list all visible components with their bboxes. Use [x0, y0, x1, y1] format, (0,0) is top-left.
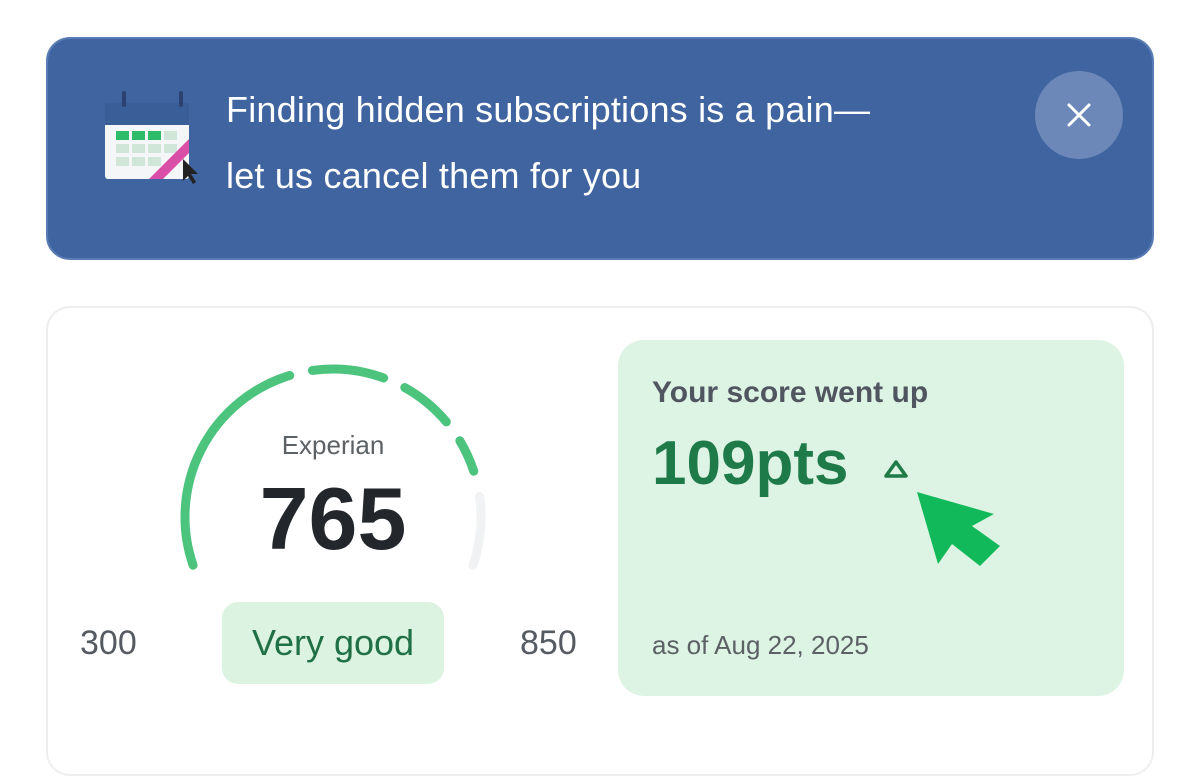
close-button[interactable]: [1035, 71, 1123, 159]
score-min: 300: [80, 624, 137, 662]
promo-banner[interactable]: Finding hidden subscriptions is a pain— …: [46, 37, 1154, 260]
score-change-title: Your score went up: [652, 376, 929, 409]
banner-line-2: let us cancel them for you: [226, 155, 642, 196]
pointer-arrow-icon: [917, 492, 1000, 566]
calendar-cancel-icon: [105, 91, 198, 184]
score-max: 850: [520, 624, 577, 662]
score-change-panel[interactable]: Your score went up 109pts as of Aug 22, …: [618, 340, 1124, 696]
gauge-segment: [180, 370, 295, 570]
banner-line-1: Finding hidden subscriptions is a pain—: [226, 89, 871, 130]
gauge-segment: [400, 383, 451, 427]
rating-badge: Very good: [222, 602, 444, 684]
score-change-value: 109pts: [652, 429, 849, 498]
bureau-label: Experian: [281, 430, 385, 460]
close-icon: [1067, 103, 1091, 127]
gauge-segment: [307, 364, 389, 383]
gauge-segment: [455, 436, 479, 476]
triangle-up-icon: [884, 460, 908, 478]
as-of-date: as of Aug 22, 2025: [652, 630, 869, 660]
score-gauge: [180, 364, 486, 570]
credit-score: 765: [259, 469, 407, 568]
gauge-segment: [468, 491, 486, 570]
